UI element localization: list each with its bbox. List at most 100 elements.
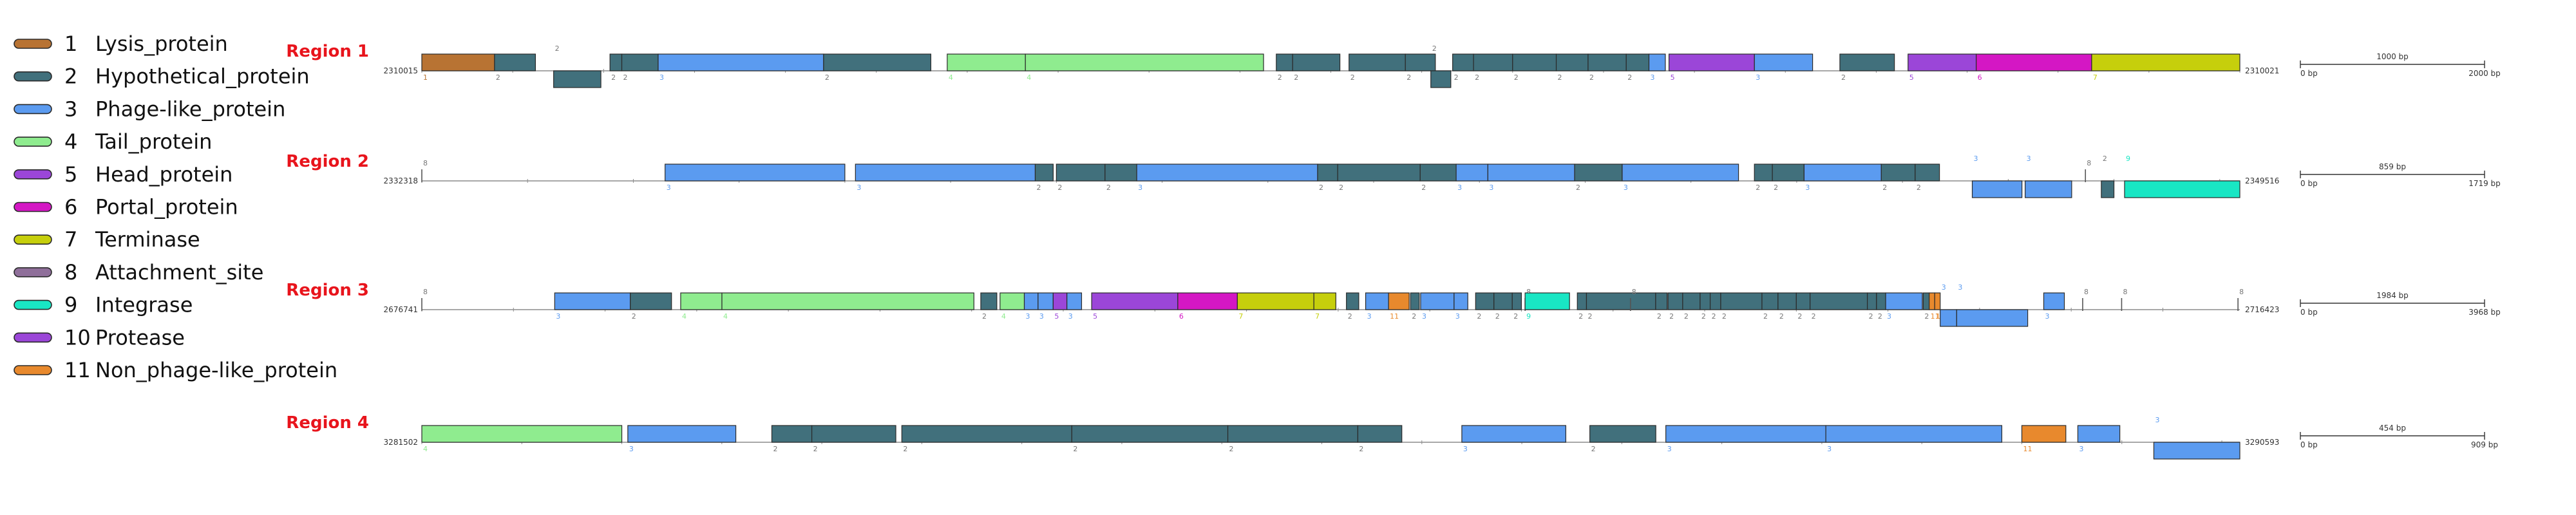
- gene-box: [1777, 292, 1797, 310]
- region-4: Region 4 3281502 3290593 4 3 2 2 2 2 2 2 3 2 3 3 11 3 3 45…: [286, 413, 2498, 460]
- region-2: Region 2 2332318 2349516 8 3 3 2 2 2 3 2 2 2 3 3 2 3 2 2 3 2…: [286, 152, 2501, 198]
- gene-box: [1586, 292, 1656, 310]
- gene-number-label: 2: [1878, 312, 1882, 321]
- gene-box: [1388, 292, 1410, 310]
- gene-box: [823, 53, 932, 71]
- gene-number-label: 2: [903, 445, 907, 453]
- legend-label: Non_phage-like_protein: [95, 358, 337, 382]
- gene-number-label: 8: [1526, 288, 1531, 296]
- gene-number-label: 3: [1457, 183, 1462, 192]
- scale-bar-right-label: 3968 bp: [2468, 308, 2501, 317]
- legend-number: 6: [64, 195, 77, 220]
- gene-box: [1276, 53, 1293, 71]
- gene-number-label: 3: [1827, 445, 1832, 453]
- gene-box: [855, 164, 1036, 182]
- gene-box: [1929, 292, 1935, 310]
- gene-number-label: 3: [2155, 416, 2159, 424]
- scale-bar-left-label: 0 bp: [2300, 440, 2318, 449]
- gene-box: [1934, 292, 1941, 310]
- gene-number-label: 2: [1756, 183, 1760, 192]
- gene-box: [554, 292, 631, 310]
- gene-number-label: 2: [1514, 73, 1519, 82]
- gene-number-label: 4: [1001, 312, 1006, 321]
- legend-label: Attachment_site: [95, 260, 263, 285]
- gene-number-label: 2: [773, 445, 777, 453]
- gene-box: [771, 425, 813, 443]
- gene-number-label: 11: [2023, 445, 2032, 453]
- gene-number-label: 2: [1779, 312, 1784, 321]
- gene-number-label: 2: [825, 73, 829, 82]
- gene-box: [1405, 53, 1436, 71]
- legend-number: 5: [64, 162, 77, 187]
- gene-number-label: 2: [1576, 183, 1580, 192]
- gene-number-label: 2: [1513, 312, 1518, 321]
- gene-number-label: 4: [423, 445, 428, 453]
- gene-number-label: 3: [857, 183, 861, 192]
- gene-box: [1555, 53, 1589, 71]
- gene-box: [1461, 425, 1567, 443]
- gene-box: [2077, 425, 2121, 443]
- gene-box: [721, 292, 974, 310]
- gene-box: [1682, 292, 1701, 310]
- gene-number-label: 2: [555, 44, 560, 53]
- gene-number-label: 8: [2084, 288, 2088, 296]
- gene-box: [1487, 164, 1575, 182]
- region-start-label: 3281502: [384, 438, 418, 447]
- gene-number-label: 2: [1339, 183, 1343, 192]
- gene-number-label: 3: [1942, 283, 1946, 292]
- legend-number: 2: [64, 64, 77, 89]
- legend-swatch-11: [14, 365, 52, 375]
- gene-box: [665, 164, 846, 182]
- gene-number-label: 2: [623, 73, 628, 82]
- legend-number: 7: [64, 227, 77, 252]
- gene-number-label: 2: [1917, 183, 1921, 192]
- gene-number-label: 3: [1138, 183, 1142, 192]
- gene-number-label: 8: [423, 159, 428, 167]
- legend-label: Tail_protein: [95, 129, 212, 154]
- gene-number-label: 8: [2239, 288, 2244, 296]
- gene-number-label: 4: [723, 312, 728, 321]
- legend-swatch-3: [14, 104, 52, 115]
- scale-bar-right-label: 1719 bp: [2468, 179, 2501, 188]
- gene-number-label: 2: [1841, 73, 1846, 82]
- legend-swatch-7: [14, 234, 52, 245]
- gene-box: [2124, 180, 2240, 198]
- gene-number-label: 3: [1651, 73, 1655, 82]
- gene-box: [1839, 53, 1895, 71]
- gene-box: [1104, 164, 1137, 182]
- gene-number-label: 6: [1179, 312, 1184, 321]
- gene-number-label: 3: [1624, 183, 1628, 192]
- gene-number-label: 3: [1489, 183, 1493, 192]
- legend-label: Phage-like_protein: [95, 97, 285, 121]
- gene-number-label: 2: [1722, 312, 1727, 321]
- gene-box: [1880, 164, 1916, 182]
- legend-number: 9: [64, 293, 77, 317]
- gene-box: [1577, 292, 1587, 310]
- gene-box: [1056, 164, 1106, 182]
- gene-box: [2101, 180, 2115, 198]
- gene-box: [658, 53, 824, 71]
- gene-number-label: 8: [1632, 288, 1636, 296]
- gene-number-label: 2: [1350, 73, 1355, 82]
- gene-number-label: 2: [1359, 445, 1363, 453]
- gene-number-label: 11: [1931, 312, 1940, 321]
- gene-number-label: 2: [1319, 183, 1323, 192]
- gene-number-label: 3: [1958, 283, 1962, 292]
- gene-box: [1866, 292, 1877, 310]
- gene-box: [1795, 292, 1811, 310]
- gene-number-label: 2: [611, 73, 616, 82]
- gene-box: [421, 53, 495, 71]
- legend-swatch-1: [14, 39, 52, 49]
- gene-number-label: 3: [1887, 312, 1891, 321]
- gene-number-label: 2: [1421, 183, 1426, 192]
- gene-box: [1956, 309, 2029, 327]
- gene-box: [1667, 292, 1683, 310]
- gene-box: [1349, 53, 1406, 71]
- gene-number-label: 3: [1667, 445, 1672, 453]
- gene-number-label: 2: [1882, 183, 1887, 192]
- gene-number-label: 4: [949, 73, 953, 82]
- gene-box: [1091, 292, 1179, 310]
- gene-box: [1454, 292, 1468, 310]
- legend-number: 10: [64, 325, 91, 350]
